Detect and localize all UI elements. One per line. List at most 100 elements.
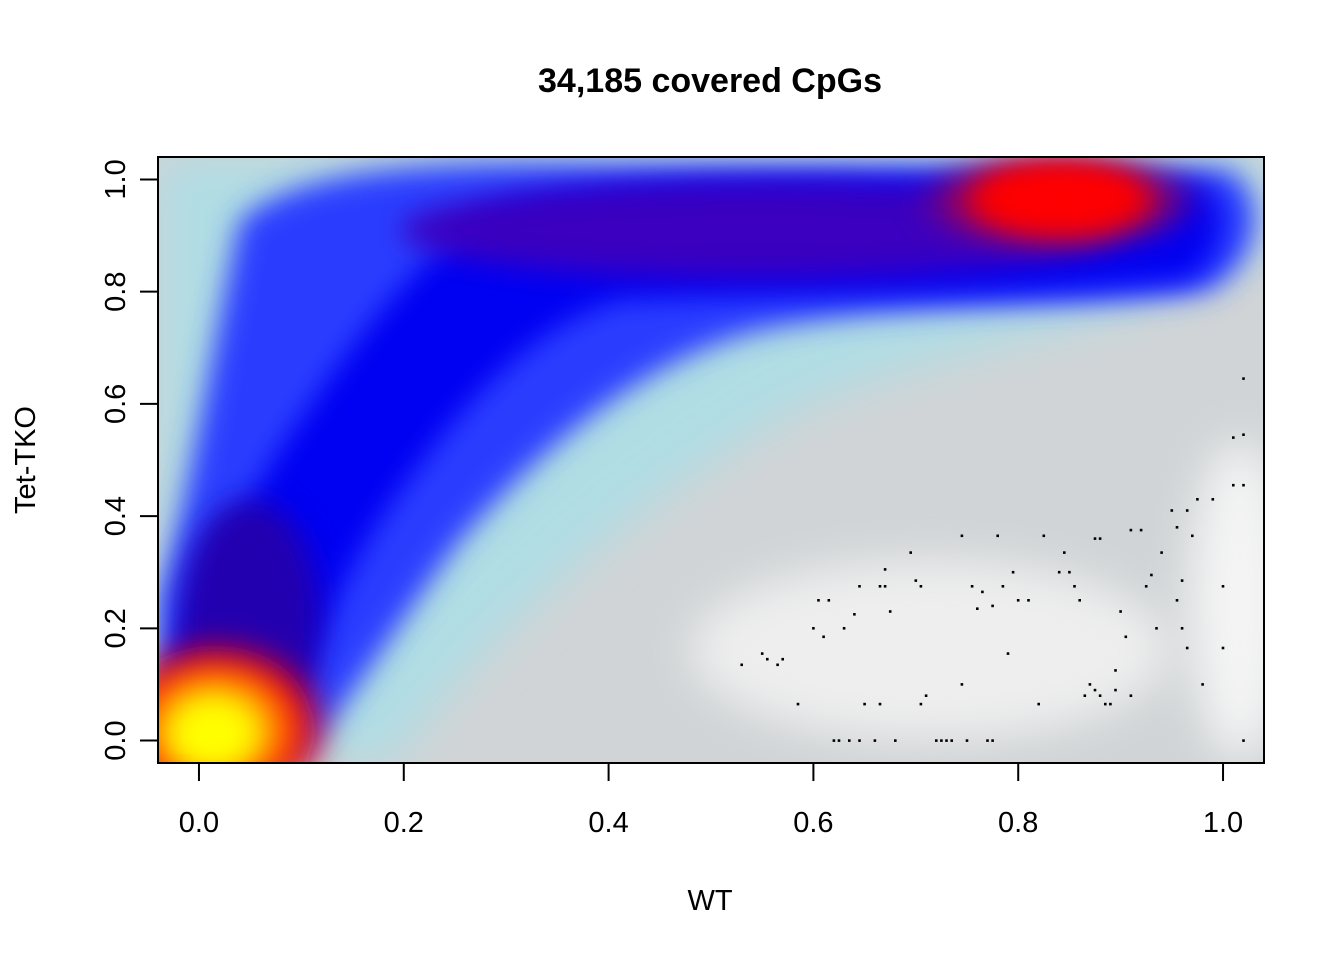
outlier-point <box>1016 599 1020 602</box>
outlier-point <box>878 702 882 706</box>
outlier-point <box>837 739 841 742</box>
outlier-point <box>760 652 764 655</box>
outlier-point <box>909 551 912 554</box>
outlier-point <box>1242 739 1245 742</box>
outlier-point <box>914 579 918 582</box>
outlier-point <box>924 694 928 697</box>
outlier-point <box>1175 526 1179 529</box>
outlier-point <box>1175 599 1179 602</box>
outlier-point <box>883 585 887 588</box>
outlier-point <box>1129 694 1133 697</box>
outlier-point <box>1114 688 1117 692</box>
outlier-point <box>935 739 938 742</box>
outlier-point <box>1191 534 1194 538</box>
outlier-point <box>986 739 989 742</box>
outlier-point <box>1037 702 1040 706</box>
outlier-point <box>981 590 984 594</box>
outlier-point <box>1042 534 1046 538</box>
y-tick-label: 0.2 <box>100 608 132 648</box>
outlier-point <box>1068 570 1071 574</box>
outlier-point <box>976 607 979 610</box>
outlier-point <box>1242 377 1245 380</box>
outlier-point <box>766 657 769 661</box>
outlier-point <box>894 739 897 742</box>
y-tick-label: 1.0 <box>100 159 132 199</box>
outlier-point <box>1078 599 1081 602</box>
chart-title: 34,185 covered CpGs <box>538 62 882 100</box>
y-tick-label: 0.4 <box>100 496 132 536</box>
y-axis: 0.0 0.2 0.4 0.6 0.8 1.0 <box>100 159 159 761</box>
x-axis-label: WT <box>687 885 732 917</box>
outlier-point <box>1093 688 1097 692</box>
outlier-point <box>863 702 866 706</box>
outlier-point <box>740 663 743 667</box>
density-heatmap <box>158 157 1264 763</box>
x-tick-label: 0.0 <box>179 807 219 839</box>
x-tick-label: 0.8 <box>998 807 1038 839</box>
outlier-point <box>1201 683 1204 686</box>
outlier-point <box>853 613 856 616</box>
outlier-point <box>1114 669 1117 672</box>
outlier-point <box>848 739 851 742</box>
outlier-point <box>1211 498 1215 501</box>
outlier-point <box>1221 646 1225 650</box>
outlier-point <box>1180 627 1184 630</box>
y-tick-label: 0.8 <box>100 272 132 312</box>
outlier-point <box>1242 433 1245 436</box>
outlier-point <box>965 739 969 742</box>
outlier-point <box>950 739 953 742</box>
outlier-point <box>827 599 831 602</box>
outlier-point <box>1232 483 1235 487</box>
outlier-point <box>919 585 923 588</box>
x-tick-label: 0.6 <box>793 807 833 839</box>
outlier-point <box>945 739 948 742</box>
y-axis-label: Tet-TKO <box>10 406 42 514</box>
outlier-point <box>832 739 836 742</box>
outlier-point <box>1098 537 1102 540</box>
outlier-point <box>919 702 923 706</box>
outlier-point <box>996 534 999 538</box>
outlier-point <box>940 739 943 742</box>
outlier-point <box>1129 528 1133 532</box>
x-axis: 0.0 0.2 0.4 0.6 0.8 1.0 <box>179 762 1243 839</box>
outlier-point <box>1006 652 1010 655</box>
outlier-point <box>960 534 964 538</box>
outlier-point <box>1093 537 1097 540</box>
outlier-point <box>1155 627 1158 630</box>
outlier-point <box>1083 694 1087 697</box>
outlier-point <box>781 657 784 661</box>
outlier-point <box>796 702 800 706</box>
outlier-point <box>1098 694 1102 697</box>
outlier-point <box>1221 585 1225 588</box>
outlier-point <box>1242 483 1245 487</box>
outlier-point <box>858 585 861 588</box>
outlier-point <box>1170 509 1174 512</box>
outlier-point <box>858 739 861 742</box>
outlier-point <box>1185 646 1189 650</box>
outlier-point <box>1160 551 1163 554</box>
outlier-point <box>873 739 877 742</box>
outlier-point <box>1196 498 1199 501</box>
outlier-point <box>970 585 974 588</box>
outlier-point <box>817 599 820 602</box>
outlier-point <box>878 585 882 588</box>
outlier-point <box>1119 610 1122 613</box>
outlier-point <box>1232 436 1235 439</box>
outlier-points <box>740 377 1245 742</box>
outlier-point <box>1109 702 1112 706</box>
outlier-point <box>1011 570 1015 574</box>
outlier-point <box>1073 585 1076 588</box>
outlier-point <box>1104 702 1107 706</box>
outlier-point <box>842 627 846 630</box>
outlier-point <box>960 683 964 686</box>
outlier-point <box>991 739 994 742</box>
outlier-point <box>1180 579 1184 582</box>
outlier-point <box>883 568 887 571</box>
outlier-point <box>1027 599 1030 602</box>
y-tick-label: 0.6 <box>100 384 132 424</box>
outlier-point <box>1124 635 1128 639</box>
x-tick-label: 0.4 <box>588 807 628 839</box>
outlier-point <box>1150 573 1153 577</box>
outlier-point <box>1185 509 1189 512</box>
